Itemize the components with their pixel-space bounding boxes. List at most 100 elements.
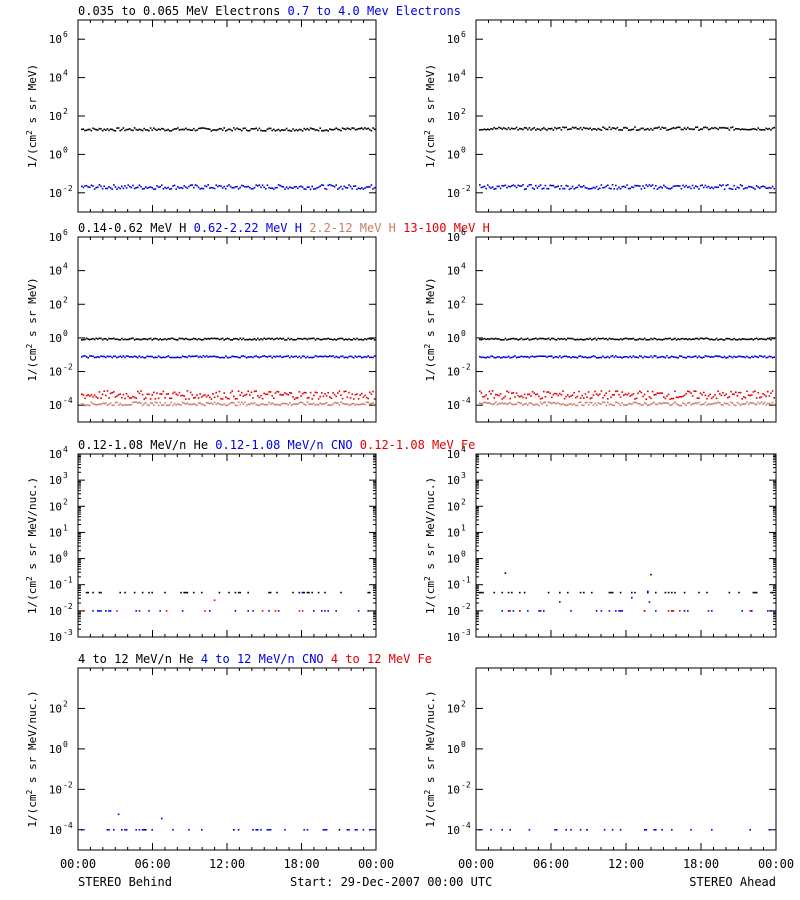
data-point — [161, 817, 163, 820]
data-point — [114, 186, 117, 188]
y-axis-label: 1/(cm2 s sr MeV) — [423, 277, 437, 381]
data-point — [576, 338, 579, 341]
data-point — [624, 337, 627, 340]
y-tick-label: 10 — [447, 579, 460, 592]
data-point — [640, 338, 643, 341]
data-point — [706, 404, 708, 406]
data-point — [555, 356, 558, 358]
data-point — [600, 390, 603, 392]
data-point — [324, 591, 326, 594]
data-point — [674, 337, 676, 340]
data-point — [493, 403, 495, 405]
data-point — [113, 337, 115, 340]
data-point — [487, 397, 489, 400]
data-point — [97, 338, 99, 340]
data-point — [274, 356, 277, 358]
data-point — [543, 355, 545, 358]
data-point — [509, 128, 511, 131]
data-point — [369, 186, 371, 188]
data-point — [85, 356, 88, 358]
data-point — [194, 184, 197, 186]
data-point — [720, 185, 723, 187]
data-point — [544, 401, 547, 403]
data-point — [562, 356, 564, 358]
y-tick-label: 10 — [447, 332, 460, 345]
data-point — [273, 128, 275, 131]
data-point — [691, 184, 694, 187]
data-point — [608, 357, 611, 359]
data-point — [354, 829, 357, 831]
y-tick-label: 10 — [447, 631, 460, 644]
data-point — [671, 397, 673, 400]
data-point — [340, 129, 342, 132]
data-point — [733, 355, 735, 358]
data-point — [557, 127, 559, 129]
data-point — [325, 338, 328, 340]
data-point — [717, 186, 719, 188]
data-point — [138, 338, 141, 341]
data-point — [340, 355, 342, 358]
data-point — [741, 403, 743, 405]
y-axis-label-part: s sr MeV) — [424, 277, 437, 343]
data-point — [151, 402, 153, 405]
data-point — [733, 184, 735, 187]
y-tick-label: 10 — [49, 148, 62, 161]
data-point — [487, 402, 489, 405]
data-point — [293, 398, 296, 400]
data-point — [130, 403, 133, 406]
data-point — [341, 127, 344, 129]
y-tick-label: 10 — [447, 72, 460, 85]
data-point — [197, 397, 200, 399]
data-point — [744, 356, 747, 359]
data-point — [345, 338, 347, 340]
data-point — [95, 186, 97, 189]
data-point — [583, 185, 585, 187]
data-point — [547, 591, 550, 594]
data-point — [290, 337, 293, 340]
data-point — [173, 184, 176, 187]
data-point — [528, 402, 531, 404]
y-axis-label-part: s sr MeV/nuc.) — [26, 477, 39, 576]
data-point — [755, 185, 758, 187]
y-tick-label: 10 — [49, 579, 62, 592]
data-point — [507, 338, 510, 341]
data-point — [709, 187, 711, 189]
data-point — [205, 401, 208, 404]
data-point — [714, 186, 716, 188]
y-axis-label-part: s sr MeV) — [26, 64, 39, 130]
series-blue — [479, 355, 775, 359]
data-point — [109, 128, 112, 130]
data-point — [541, 355, 543, 357]
data-point — [717, 401, 719, 404]
data-point — [279, 337, 281, 340]
data-point — [284, 392, 286, 394]
data-point — [138, 401, 141, 404]
data-point — [685, 404, 687, 406]
data-point — [356, 188, 358, 191]
data-point — [643, 393, 646, 396]
data-point — [223, 127, 225, 129]
data-point — [530, 129, 532, 131]
data-point — [225, 130, 227, 132]
data-point — [514, 127, 516, 130]
data-point — [530, 402, 532, 404]
data-point — [260, 129, 262, 132]
data-point — [597, 337, 599, 340]
data-point — [595, 339, 598, 341]
data-point — [677, 338, 679, 340]
data-point — [180, 591, 182, 594]
x-tick-label: 00:00 — [358, 857, 394, 871]
data-point — [523, 393, 526, 396]
data-point — [690, 128, 692, 130]
data-point — [249, 356, 251, 358]
data-point — [637, 338, 639, 341]
y-tick-label: 10 — [447, 298, 460, 311]
data-point — [327, 404, 329, 406]
plot-frame — [77, 667, 377, 851]
data-point — [226, 185, 229, 187]
data-point — [706, 127, 708, 129]
data-point — [551, 355, 553, 358]
data-point — [597, 357, 599, 359]
data-point — [600, 356, 603, 359]
data-point — [287, 129, 289, 132]
